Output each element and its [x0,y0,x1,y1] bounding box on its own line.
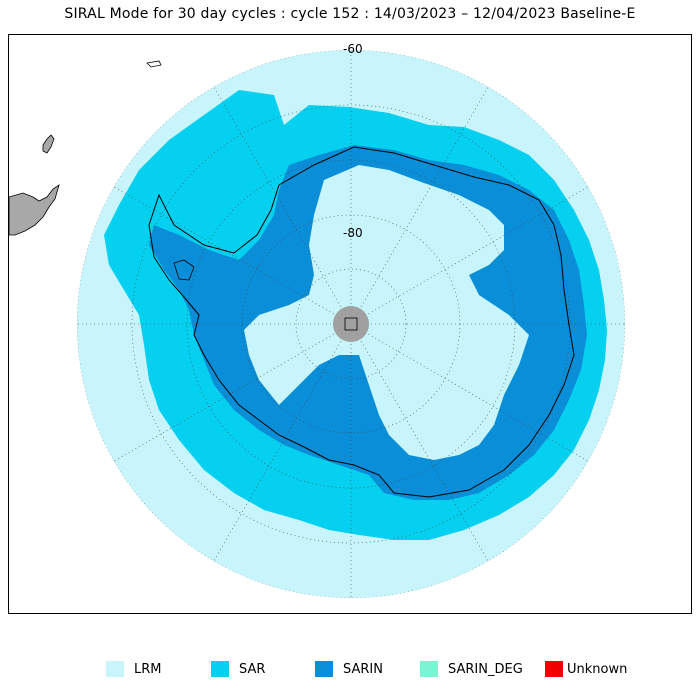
pole-hole [333,306,369,342]
lat-label-80: -80 [343,226,363,240]
legend-swatch-sar [211,661,229,677]
legend-swatch-lrm [106,661,124,677]
legend-item-sarin-deg: SARIN_DEG [420,660,523,678]
polar-map: -60 -80 [9,42,625,598]
legend-item-unknown: Unknown [545,660,627,678]
pole-marker [344,317,358,331]
map-frame: -60 -80 [8,34,692,614]
legend-label-sarin-deg: SARIN_DEG [448,661,523,677]
legend-label-sar: SAR [239,661,266,677]
map-title: SIRAL Mode for 30 day cycles : cycle 152… [64,6,636,22]
meridians [77,50,625,598]
island-small-land [146,60,162,68]
lat-label-60: -60 [343,42,363,56]
legend-item-lrm: LRM [106,660,162,678]
legend: LRM SAR SARIN SARIN_DEG Unknown [0,660,700,680]
south-america-land [9,184,60,236]
antarctica-coastline [148,146,575,498]
legend-item-sar: SAR [211,660,265,678]
legend-swatch-sarin [315,661,333,677]
legend-swatch-unknown [545,661,563,677]
legend-swatch-sarin-deg [420,661,438,677]
island-land [42,134,55,154]
lrm-interior [244,165,529,460]
legend-label-sarin: SARIN [343,661,383,677]
legend-item-sarin: SARIN [315,660,383,678]
legend-label-unknown: Unknown [567,661,628,677]
legend-label-lrm: LRM [134,661,162,677]
ice-shelf-outline [173,259,195,281]
